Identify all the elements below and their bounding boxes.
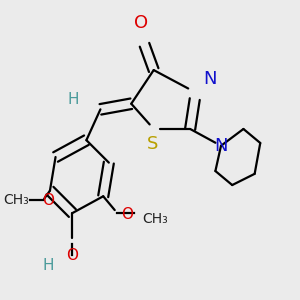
Text: O: O	[42, 193, 54, 208]
Text: CH₃: CH₃	[142, 212, 168, 226]
Text: O: O	[122, 207, 134, 222]
Text: H: H	[43, 258, 54, 273]
Text: O: O	[66, 248, 78, 263]
Text: H: H	[68, 92, 80, 107]
Text: N: N	[203, 70, 216, 88]
Text: O: O	[134, 14, 148, 32]
Text: S: S	[147, 135, 158, 153]
Text: CH₃: CH₃	[3, 194, 29, 208]
Text: N: N	[214, 137, 228, 155]
